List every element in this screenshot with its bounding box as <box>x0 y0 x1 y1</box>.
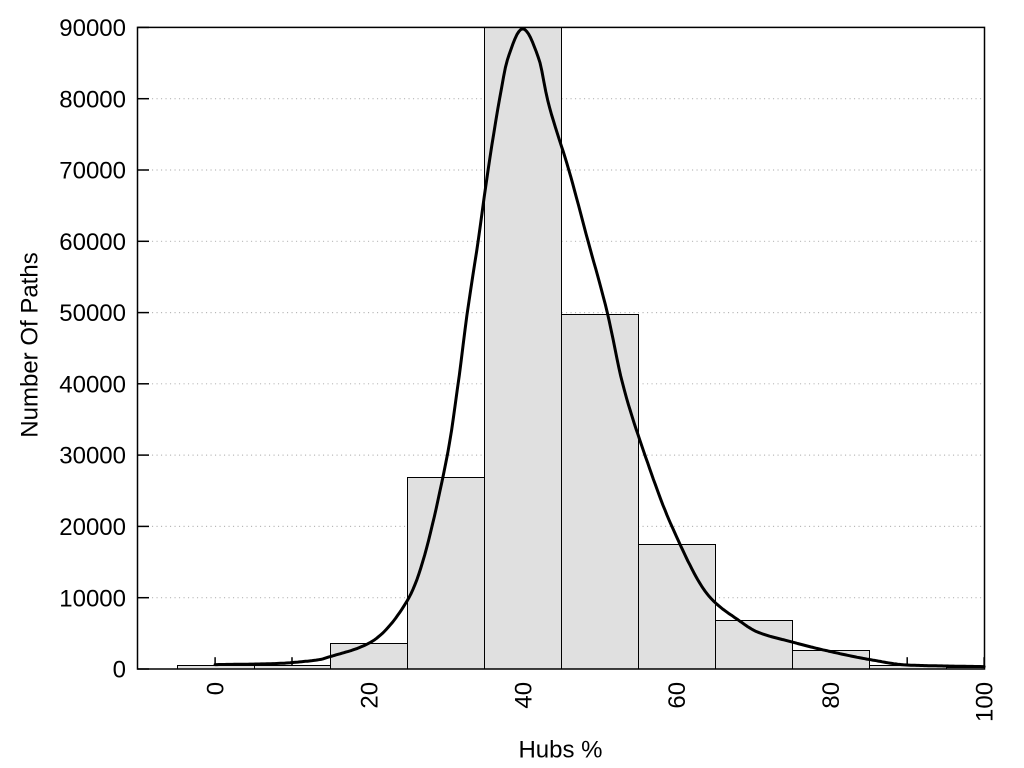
svg-text:20000: 20000 <box>59 514 126 541</box>
svg-text:60: 60 <box>664 682 691 709</box>
svg-text:60000: 60000 <box>59 229 126 256</box>
svg-text:80000: 80000 <box>59 86 126 113</box>
svg-text:90000: 90000 <box>59 15 126 42</box>
svg-text:30000: 30000 <box>59 443 126 470</box>
svg-text:50000: 50000 <box>59 300 126 327</box>
svg-text:40: 40 <box>510 682 537 709</box>
svg-text:20: 20 <box>357 682 384 709</box>
svg-text:100: 100 <box>972 682 999 722</box>
svg-text:70000: 70000 <box>59 158 126 185</box>
svg-text:10000: 10000 <box>59 585 126 612</box>
svg-text:80: 80 <box>818 682 845 709</box>
svg-text:40000: 40000 <box>59 371 126 398</box>
svg-text:0: 0 <box>113 657 126 684</box>
svg-text:Number Of Paths: Number Of Paths <box>17 252 44 437</box>
svg-text:Hubs %: Hubs % <box>518 736 602 763</box>
svg-text:0: 0 <box>203 682 230 695</box>
